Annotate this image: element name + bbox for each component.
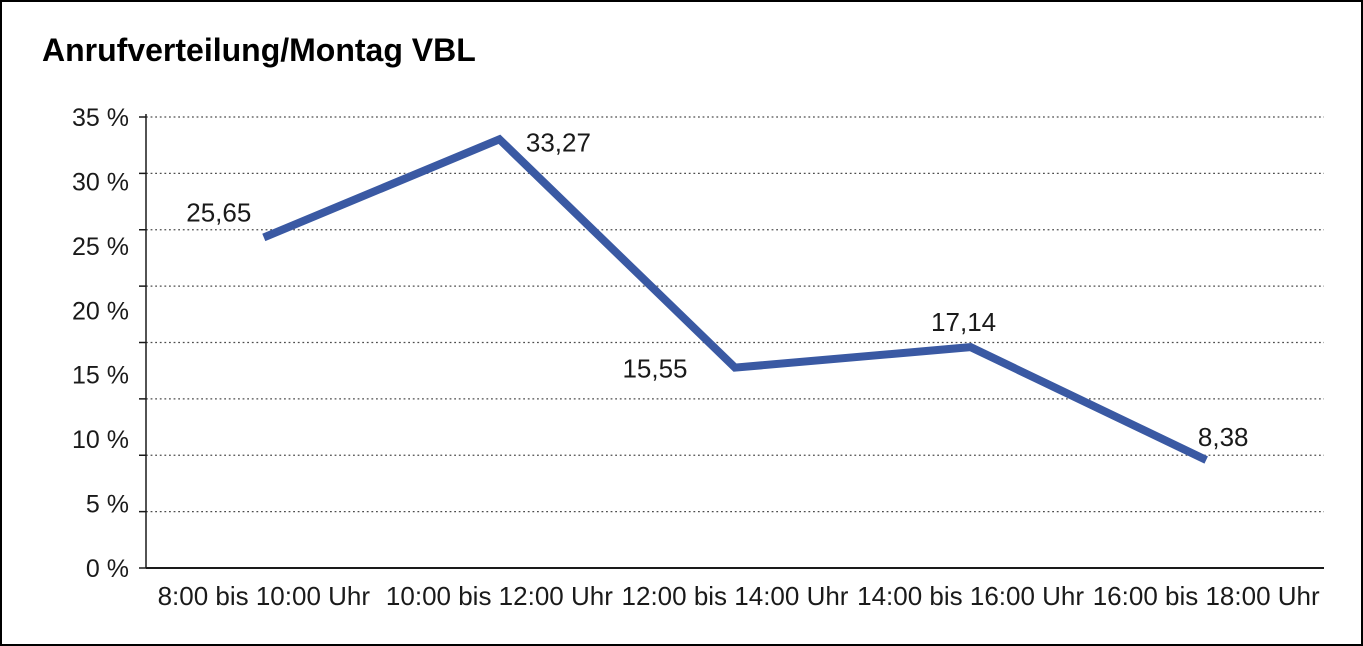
x-axis-category-label: 12:00 bis 14:00 Uhr — [622, 581, 849, 611]
y-axis-tick-label: 15 % — [72, 362, 129, 390]
data-point-label: 25,65 — [186, 197, 251, 227]
y-axis-tick-label: 10 % — [72, 426, 129, 454]
x-axis-category-label: 8:00 bis 10:00 Uhr — [158, 581, 371, 611]
y-axis-tick-label: 0 % — [86, 555, 129, 583]
data-series-line — [262, 134, 1208, 464]
y-axis-tick-label: 20 % — [72, 297, 129, 325]
data-point-label: 8,38 — [1198, 422, 1249, 452]
x-axis-category-label: 14:00 bis 16:00 Uhr — [857, 581, 1084, 611]
data-point-label: 17,14 — [931, 307, 996, 337]
data-point-label: 15,55 — [622, 354, 687, 384]
x-axis-category-label: 16:00 bis 18:00 Uhr — [1093, 581, 1320, 611]
y-axis-tick-label: 25 % — [72, 233, 129, 261]
chart-title: Anrufverteilung/Montag VBL — [42, 32, 476, 68]
y-axis-tick-label: 5 % — [86, 491, 129, 519]
x-axis-category-label: 10:00 bis 12:00 Uhr — [386, 581, 613, 611]
y-axis-tick-label: 35 % — [72, 104, 129, 132]
y-axis-tick-label: 30 % — [72, 168, 129, 196]
data-point-label: 33,27 — [526, 127, 591, 157]
